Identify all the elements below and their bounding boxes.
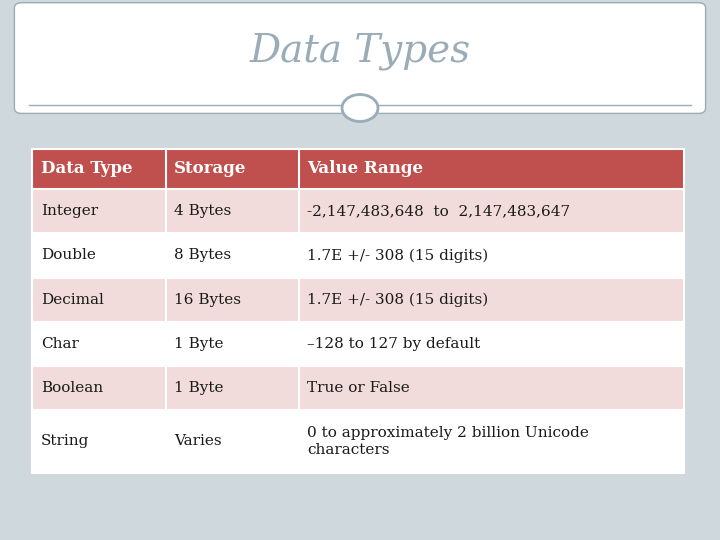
FancyBboxPatch shape [32,233,684,278]
Text: 8 Bytes: 8 Bytes [174,248,231,262]
Text: Boolean: Boolean [41,381,103,395]
Text: Decimal: Decimal [41,293,104,307]
Text: 4 Bytes: 4 Bytes [174,204,232,218]
Text: Varies: Varies [174,435,222,448]
FancyBboxPatch shape [32,366,684,410]
FancyBboxPatch shape [32,278,684,322]
FancyBboxPatch shape [32,189,684,233]
Text: Value Range: Value Range [307,160,423,177]
Text: –128 to 127 by default: –128 to 127 by default [307,337,481,351]
FancyBboxPatch shape [32,148,684,189]
FancyBboxPatch shape [32,410,684,472]
Text: 0 to approximately 2 billion Unicode
characters: 0 to approximately 2 billion Unicode cha… [307,427,589,456]
Text: Double: Double [41,248,96,262]
Text: Data Types: Data Types [249,32,471,70]
Text: True or False: True or False [307,381,410,395]
FancyBboxPatch shape [14,3,706,113]
Text: 1 Byte: 1 Byte [174,337,224,351]
Text: Data Type: Data Type [41,160,132,177]
Text: Storage: Storage [174,160,247,177]
Text: 1 Byte: 1 Byte [174,381,224,395]
Text: 1.7E +/- 308 (15 digits): 1.7E +/- 308 (15 digits) [307,248,489,262]
Circle shape [342,94,378,122]
Text: 1.7E +/- 308 (15 digits): 1.7E +/- 308 (15 digits) [307,293,489,307]
Text: String: String [41,435,89,448]
Text: Integer: Integer [41,204,98,218]
Text: -2,147,483,648  to  2,147,483,647: -2,147,483,648 to 2,147,483,647 [307,204,570,218]
Text: 16 Bytes: 16 Bytes [174,293,241,307]
FancyBboxPatch shape [32,322,684,366]
Text: Char: Char [41,337,79,351]
